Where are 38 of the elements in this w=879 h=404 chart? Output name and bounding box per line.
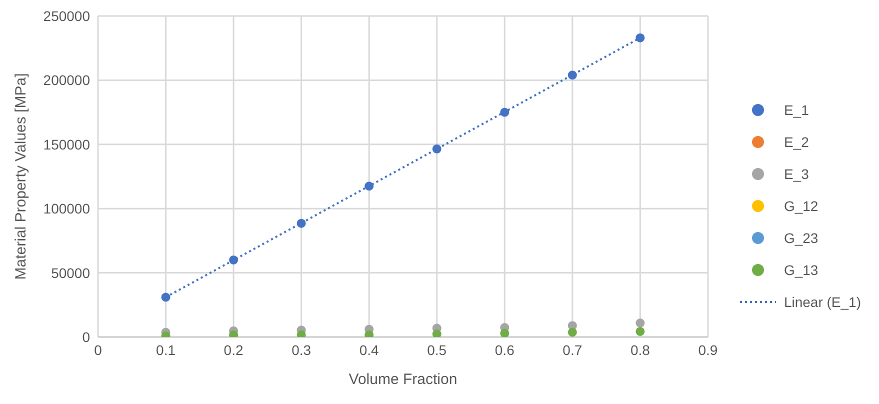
legend-label: E_1 (784, 102, 809, 118)
point (432, 144, 442, 154)
point (636, 318, 645, 328)
x-tick-label: 0 (94, 342, 102, 358)
x-tick-label: 0.5 (427, 342, 447, 358)
y-tick-label: 100000 (43, 200, 90, 217)
point (432, 330, 442, 337)
x-tick-label: 0.8 (630, 342, 650, 358)
legend-label: E_2 (784, 134, 809, 150)
x-axis-title: Volume Fraction (348, 371, 458, 388)
point (296, 218, 306, 228)
x-tick-label: 0.1 (156, 342, 176, 358)
legend-label: E_3 (784, 166, 809, 182)
legend-label: G_23 (784, 230, 818, 246)
y-tick-label: 200000 (43, 72, 90, 88)
point (636, 33, 645, 42)
point (229, 255, 238, 264)
x-tick-label: 0.4 (359, 342, 380, 358)
legend-label: G_12 (784, 198, 818, 214)
point (568, 70, 577, 80)
x-tick-label: 0.2 (224, 342, 244, 358)
x-tick-label: 0.9 (698, 342, 718, 358)
x-tick-label: 0.7 (562, 342, 582, 358)
point (636, 326, 645, 336)
y-tick-label: 150000 (43, 136, 90, 152)
point (500, 108, 510, 117)
x-tick-label: 0.6 (494, 342, 515, 358)
point (500, 328, 510, 337)
point (364, 182, 374, 191)
point (161, 292, 170, 302)
point (568, 328, 577, 337)
y-tick-label: 50000 (51, 264, 90, 281)
x-tick-label: 0.3 (292, 342, 312, 358)
y-axis-title: Material Property Values [MPa] (12, 73, 30, 280)
y-tick-label: 250000 (43, 8, 90, 24)
legend-label: G_13 (784, 262, 818, 278)
legend-label: Linear (E_1) (784, 294, 861, 310)
y-tick-label: 0 (82, 328, 90, 345)
